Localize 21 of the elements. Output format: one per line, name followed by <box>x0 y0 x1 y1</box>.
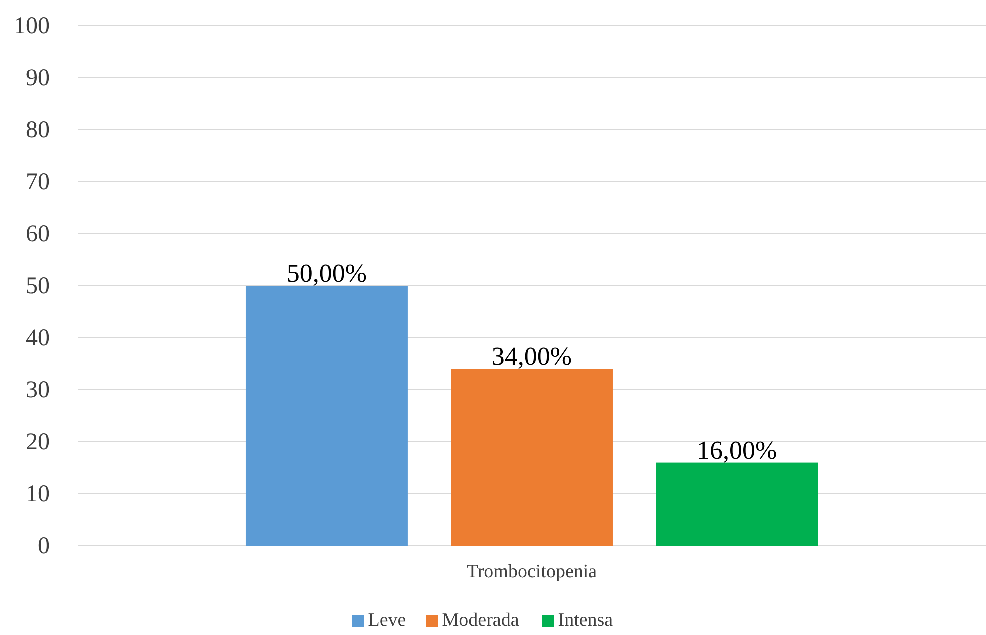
bar <box>451 369 613 546</box>
y-tick-label: 100 <box>14 14 50 40</box>
legend-label: Leve <box>368 610 406 631</box>
y-tick-label: 60 <box>26 222 50 248</box>
y-tick-label: 40 <box>26 326 50 352</box>
y-tick-label: 0 <box>38 534 50 560</box>
y-tick-label: 70 <box>26 170 50 196</box>
bar <box>656 462 818 546</box>
y-tick-label: 20 <box>26 430 50 456</box>
legend-label: Intensa <box>558 610 614 631</box>
legend-label: Moderada <box>442 610 520 631</box>
data-label: 50,00% <box>286 259 368 288</box>
y-tick-label: 80 <box>26 118 50 144</box>
y-tick-label: 50 <box>26 274 50 300</box>
x-tick-label: Trombocitopenia <box>466 561 598 582</box>
y-tick-label: 10 <box>26 482 50 508</box>
data-label: 34,00% <box>492 342 572 372</box>
data-label: 16,00% <box>696 436 778 465</box>
y-tick-label: 30 <box>26 378 50 404</box>
bar <box>246 286 408 546</box>
y-tick-label: 90 <box>26 66 50 92</box>
